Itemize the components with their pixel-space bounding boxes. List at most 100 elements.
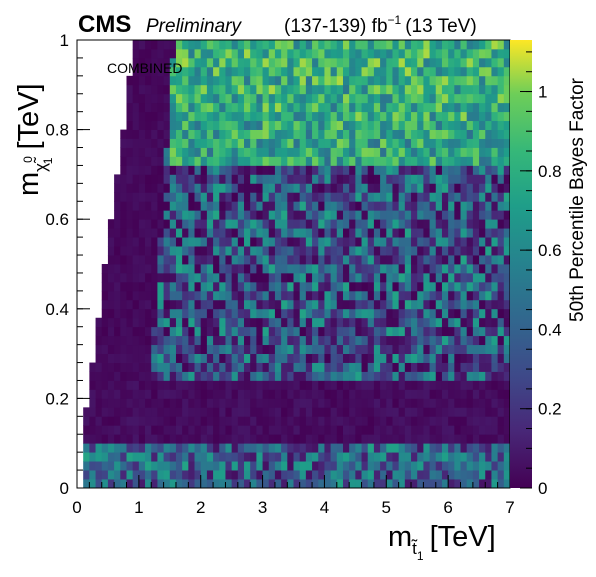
heatmap-cell bbox=[441, 219, 449, 229]
heatmap-cell bbox=[200, 264, 208, 274]
heatmap-cell bbox=[361, 272, 369, 283]
heatmap-cell bbox=[472, 48, 480, 59]
heatmap-cell bbox=[361, 192, 369, 202]
heatmap-cell bbox=[392, 165, 400, 175]
heatmap-cell bbox=[479, 192, 486, 202]
heatmap-cell bbox=[268, 353, 276, 363]
heatmap-cell bbox=[386, 156, 393, 166]
heatmap-cell bbox=[324, 353, 332, 363]
heatmap-cell bbox=[386, 299, 393, 310]
heatmap-cell bbox=[404, 201, 412, 211]
heatmap-cell bbox=[423, 40, 430, 50]
heatmap-cell bbox=[312, 246, 319, 256]
heatmap-cell bbox=[101, 362, 109, 372]
heatmap-cell bbox=[448, 272, 455, 283]
heatmap-cell bbox=[423, 461, 430, 471]
heatmap-cell bbox=[213, 434, 220, 444]
heatmap-cell bbox=[454, 299, 461, 310]
heatmap-cell bbox=[349, 425, 356, 435]
heatmap-cell bbox=[101, 443, 109, 453]
heatmap-cell bbox=[318, 183, 325, 193]
heatmap-cell bbox=[274, 371, 282, 381]
heatmap-cell bbox=[349, 308, 356, 319]
heatmap-cell bbox=[305, 281, 313, 292]
heatmap-cell bbox=[299, 129, 307, 139]
heatmap-cell bbox=[485, 237, 492, 247]
heatmap-cell bbox=[497, 174, 505, 184]
heatmap-cell bbox=[355, 210, 362, 220]
heatmap-cell bbox=[281, 317, 288, 328]
heatmap-cell bbox=[336, 380, 344, 390]
heatmap-cell bbox=[454, 317, 461, 328]
heatmap-cell bbox=[336, 479, 344, 489]
heatmap-cell bbox=[138, 156, 146, 166]
heatmap-cell bbox=[435, 174, 443, 184]
heatmap-cell bbox=[460, 425, 468, 435]
heatmap-cell bbox=[231, 281, 239, 292]
heatmap-cell bbox=[95, 371, 103, 381]
heatmap-cell bbox=[448, 120, 455, 130]
heatmap-cell bbox=[225, 237, 233, 247]
heatmap-cell bbox=[479, 84, 486, 95]
heatmap-cell bbox=[213, 308, 220, 319]
heatmap-cell bbox=[312, 416, 319, 426]
heatmap-cell bbox=[380, 156, 387, 166]
heatmap-cell bbox=[342, 237, 350, 247]
heatmap-cell bbox=[219, 219, 226, 229]
heatmap-cell bbox=[398, 326, 406, 337]
heatmap-cell bbox=[274, 183, 282, 193]
heatmap-cell bbox=[386, 84, 393, 95]
heatmap-cell bbox=[169, 317, 177, 328]
heatmap-cell bbox=[435, 416, 443, 426]
heatmap-cell bbox=[454, 416, 461, 426]
heatmap-cell bbox=[404, 165, 412, 175]
heatmap-cell bbox=[373, 479, 381, 489]
heatmap-cell bbox=[175, 416, 183, 426]
heatmap-cell bbox=[256, 120, 263, 130]
heatmap-cell bbox=[138, 380, 146, 390]
heatmap-cell bbox=[485, 380, 492, 390]
heatmap-cell bbox=[145, 57, 152, 68]
heatmap-cell bbox=[503, 102, 511, 113]
heatmap-cell bbox=[114, 344, 121, 354]
heatmap-cell bbox=[182, 120, 189, 130]
heatmap-cell bbox=[250, 326, 257, 337]
heatmap-cell bbox=[318, 299, 325, 310]
heatmap-cell bbox=[386, 174, 393, 184]
heatmap-cell bbox=[237, 75, 245, 86]
heatmap-cell bbox=[299, 344, 307, 354]
heatmap-cell bbox=[398, 389, 406, 399]
heatmap-cell bbox=[472, 281, 480, 292]
heatmap-cell bbox=[274, 407, 282, 417]
heatmap-cell bbox=[95, 398, 103, 408]
heatmap-cell bbox=[237, 57, 245, 68]
heatmap-cell bbox=[441, 246, 449, 256]
heatmap-cell bbox=[299, 272, 307, 283]
heatmap-cell bbox=[169, 326, 177, 337]
heatmap-cell bbox=[355, 290, 362, 301]
heatmap-cell bbox=[182, 111, 189, 122]
heatmap-cell bbox=[404, 344, 412, 354]
heatmap-cell bbox=[312, 407, 319, 417]
heatmap-cell bbox=[169, 272, 177, 283]
heatmap-cell bbox=[435, 210, 443, 220]
heatmap-cell bbox=[404, 174, 412, 184]
heatmap-cell bbox=[503, 111, 511, 122]
heatmap-cell bbox=[380, 479, 387, 489]
heatmap-cell bbox=[386, 335, 393, 346]
heatmap-cell bbox=[293, 174, 301, 184]
heatmap-cell bbox=[163, 407, 171, 417]
heatmap-cell bbox=[386, 120, 393, 130]
heatmap-cell bbox=[194, 165, 202, 175]
heatmap-cell bbox=[417, 281, 424, 292]
heatmap-cell bbox=[417, 147, 424, 157]
heatmap-cell bbox=[244, 111, 251, 122]
heatmap-cell bbox=[151, 299, 158, 310]
heatmap-cell bbox=[262, 353, 270, 363]
heatmap-cell bbox=[429, 102, 437, 113]
heatmap-cell bbox=[435, 75, 443, 86]
heatmap-cell bbox=[188, 443, 195, 453]
heatmap-cell bbox=[213, 326, 220, 337]
heatmap-cell bbox=[268, 299, 276, 310]
heatmap-cell bbox=[194, 335, 202, 346]
